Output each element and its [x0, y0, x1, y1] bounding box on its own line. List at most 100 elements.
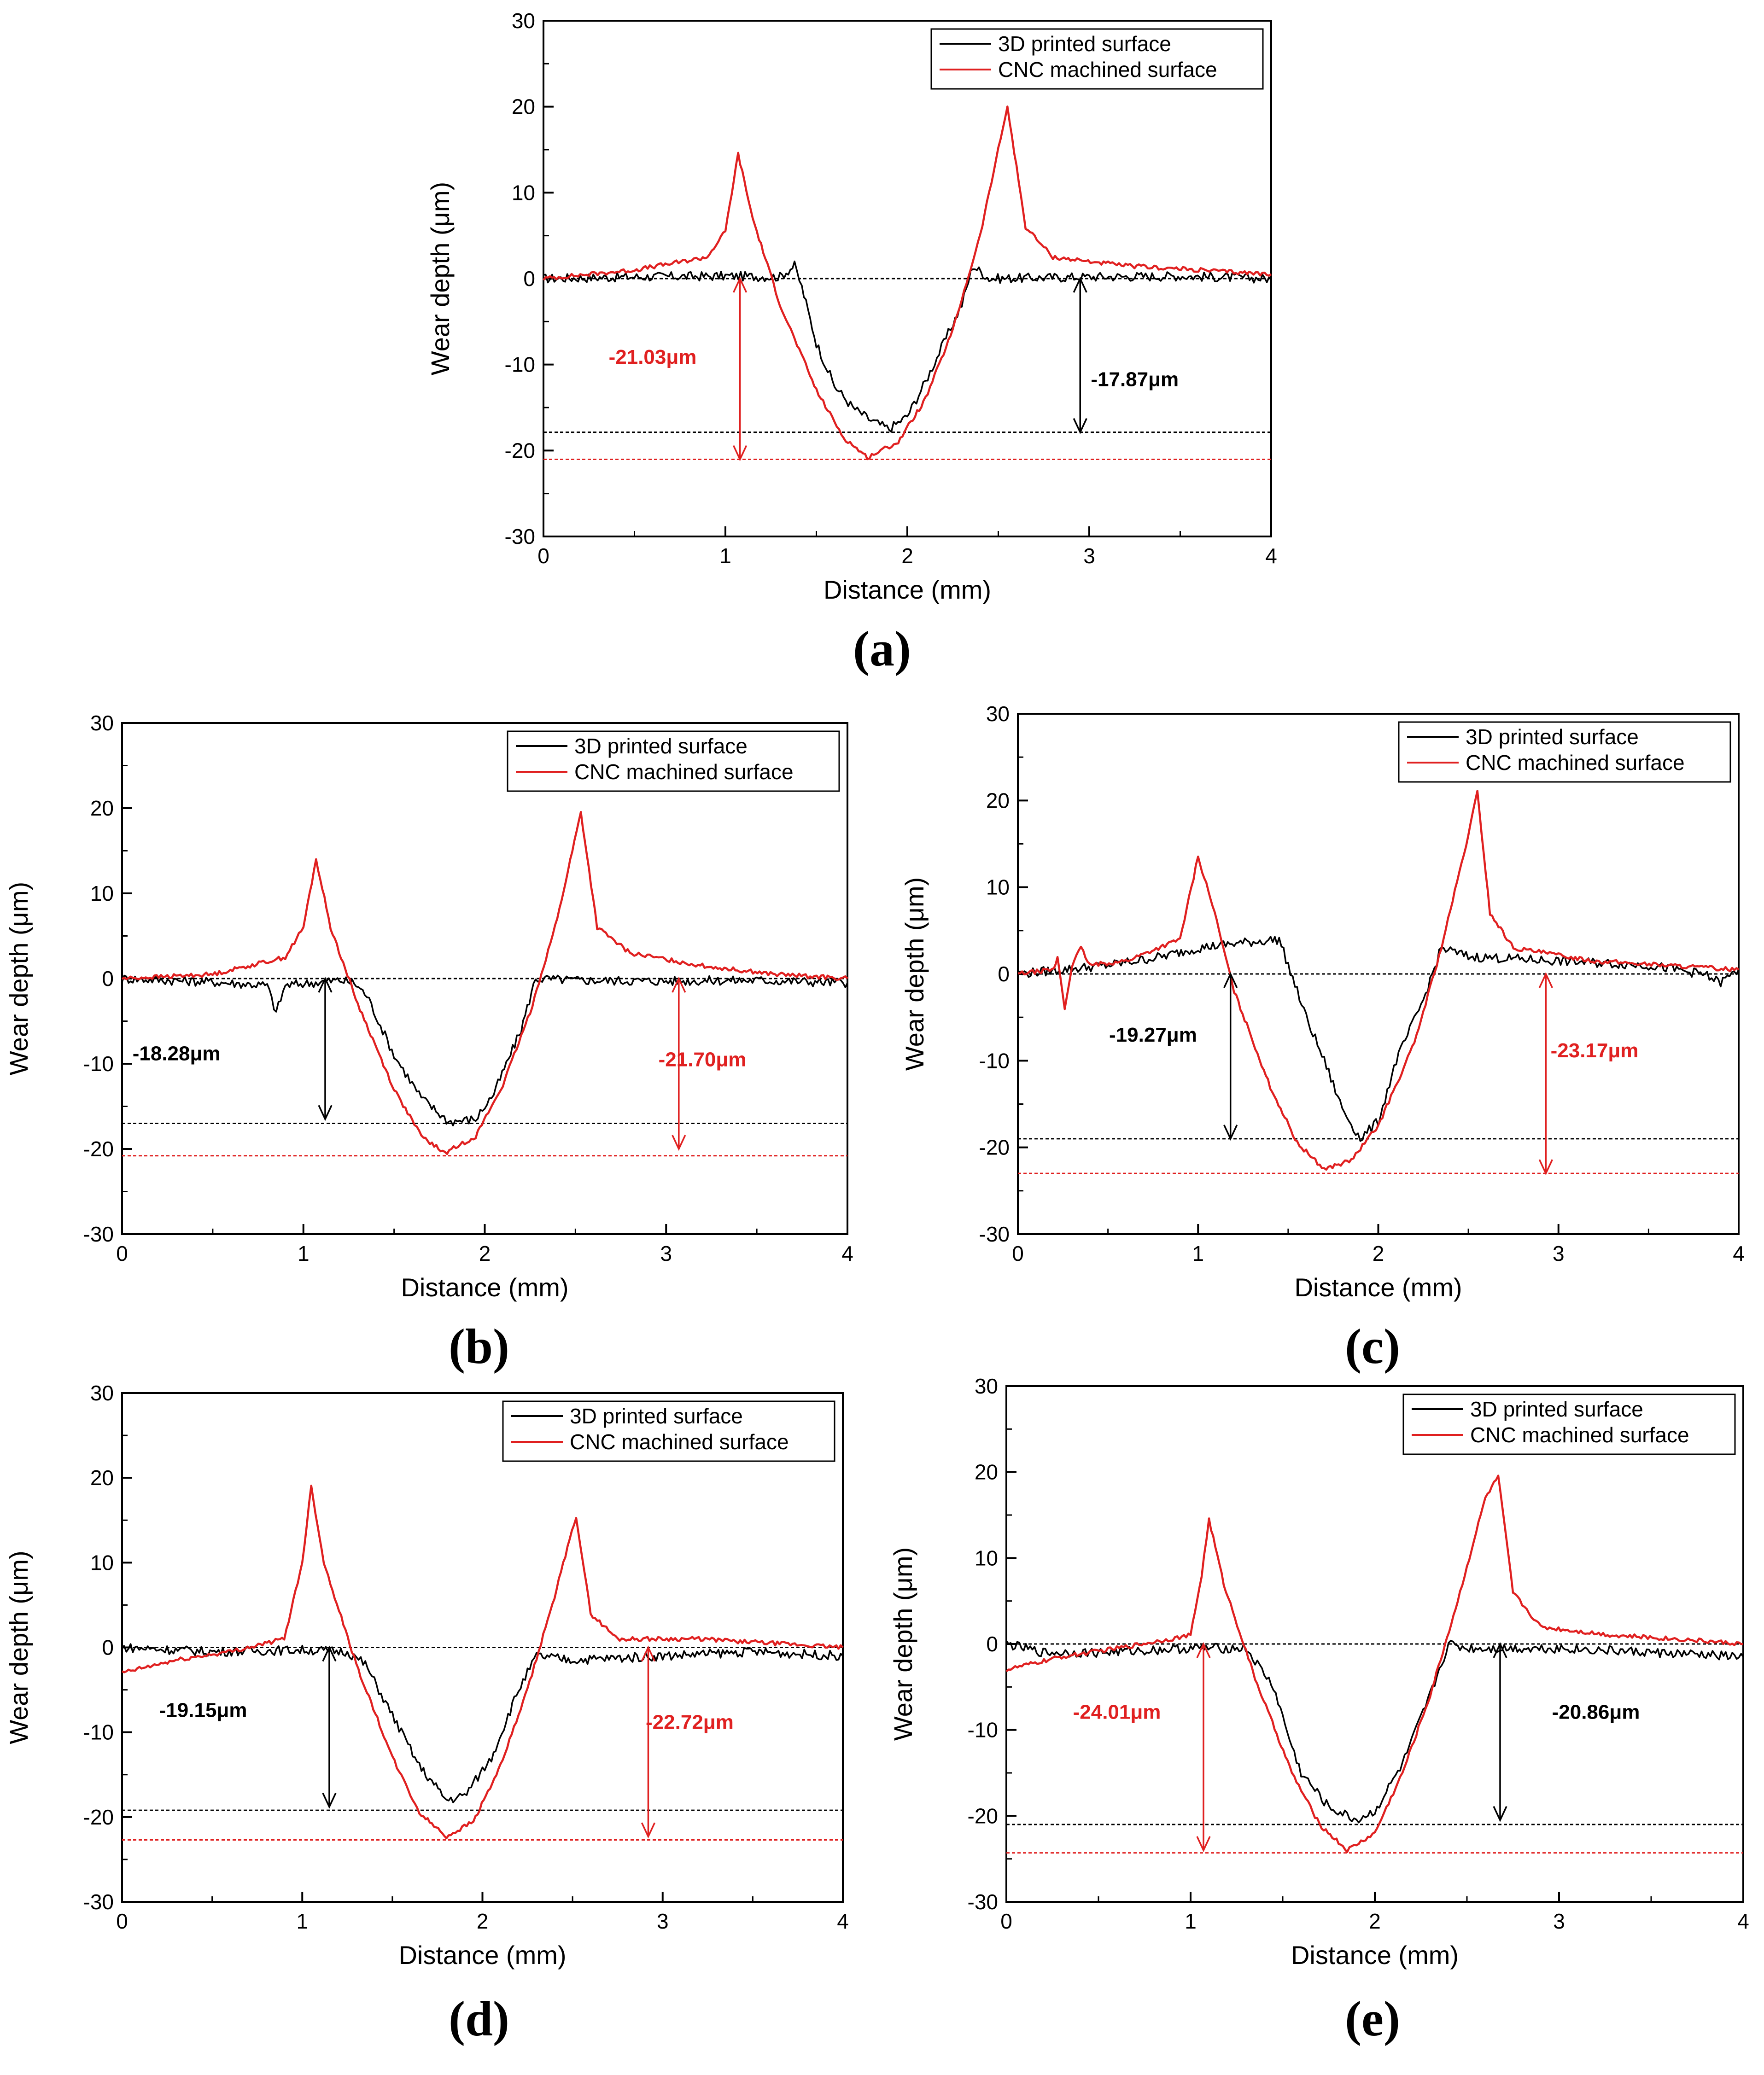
- depth-arrow-head-down: [672, 1135, 686, 1151]
- x-tick-label: 1: [296, 1909, 308, 1933]
- panel-label: (d): [449, 1992, 509, 2046]
- depth-arrow-head-up: [1493, 1642, 1507, 1658]
- depth-arrow-head-down: [1493, 1806, 1507, 1822]
- x-tick-label: 4: [1737, 1909, 1749, 1933]
- legend-entry: CNC machined surface: [570, 1430, 789, 1454]
- x-tick-label: 1: [719, 544, 731, 568]
- y-tick-label: -20: [83, 1137, 114, 1161]
- depth-annotation: -21.70μm: [659, 1049, 747, 1071]
- x-tick-label: 1: [298, 1242, 310, 1265]
- x-tick-label: 2: [1369, 1909, 1381, 1933]
- chart-panel-b: 0 1 2 3 4 30 20 10 0 -10 -20 -30 Distance (mm) Wear d…: [4, 711, 853, 1374]
- legend-entry: CNC machined surface: [1470, 1423, 1689, 1447]
- y-axis-title: Wear depth (μm): [900, 877, 929, 1071]
- depth-arrow-head-up: [672, 976, 686, 993]
- y-axis-title: Wear depth (μm): [426, 182, 455, 375]
- x-tick-label: 2: [901, 544, 913, 568]
- legend-entry: CNC machined surface: [574, 760, 794, 784]
- x-tick-label: 1: [1185, 1909, 1197, 1933]
- legend-box: [1398, 721, 1731, 783]
- x-tick-label: 0: [537, 544, 549, 568]
- chart-panel-e: 0 1 2 3 4 30 20 10 0 -10 -20 -30 Distance (mm) Wear d…: [888, 1374, 1749, 2046]
- x-tick-label: 0: [116, 1909, 128, 1933]
- x-tick-label: 4: [841, 1242, 853, 1265]
- legend-entry: 3D printed surface: [1470, 1397, 1643, 1421]
- series-3d-printed-line: [1005, 1639, 1744, 1824]
- series-cnc-machined-line: [1017, 790, 1740, 1171]
- series-cnc-machined-line: [1005, 1475, 1744, 1854]
- x-tick-label: 4: [1265, 544, 1277, 568]
- y-tick-label: 0: [102, 967, 114, 991]
- legend-entry: 3D printed surface: [998, 32, 1171, 56]
- depth-annotation: -18.28μm: [133, 1043, 221, 1065]
- x-tick-label: 2: [479, 1242, 491, 1265]
- y-tick-label: 0: [998, 962, 1010, 986]
- x-tick-label: 0: [1012, 1242, 1024, 1265]
- y-tick-label: -30: [505, 525, 535, 548]
- panel-label: (b): [449, 1319, 509, 1374]
- y-axis-title: Wear depth (μm): [888, 1547, 917, 1741]
- y-tick-label: -10: [968, 1718, 998, 1742]
- panel-label: (c): [1345, 1319, 1400, 1374]
- x-axis-title: Distance (mm): [1294, 1273, 1462, 1302]
- x-tick-label: 1: [1192, 1242, 1204, 1265]
- legend-entry: 3D printed surface: [574, 734, 748, 758]
- series-3d-printed-line: [121, 974, 848, 1126]
- depth-annotation: -19.15μm: [159, 1699, 247, 1722]
- legend-box: [930, 28, 1264, 90]
- x-tick-label: 4: [1733, 1242, 1745, 1265]
- depth-arrow-head-down: [318, 1105, 333, 1121]
- y-tick-label: -20: [979, 1136, 1010, 1160]
- depth-arrow-head-down: [1223, 1125, 1238, 1141]
- x-tick-label: 2: [477, 1909, 489, 1933]
- series-cnc-machined-line: [121, 811, 848, 1155]
- y-tick-label: 20: [975, 1460, 998, 1484]
- y-tick-label: 10: [512, 181, 535, 204]
- y-tick-label: 10: [975, 1546, 998, 1570]
- x-tick-label: 3: [657, 1909, 669, 1933]
- x-tick-label: 3: [660, 1242, 672, 1265]
- chart-panel-a: 0 1 2 3 4 30 20 10 0 -10 -20 -30 Distance (mm) Wear d…: [426, 9, 1277, 676]
- x-axis-title: Distance (mm): [1291, 1941, 1459, 1970]
- chart-panel-c: 0 1 2 3 4 30 20 10 0 -10 -20 -30 Distance (mm) Wear d…: [900, 702, 1745, 1374]
- y-tick-label: 30: [90, 711, 114, 735]
- panel-label: (e): [1345, 1992, 1400, 2046]
- series-3d-printed-line: [122, 1643, 844, 1803]
- y-tick-label: 30: [90, 1381, 114, 1405]
- legend-box: [1402, 1393, 1736, 1455]
- depth-annotation: -22.72μm: [646, 1711, 734, 1733]
- y-tick-label: -10: [83, 1052, 114, 1076]
- y-tick-label: 20: [90, 796, 114, 820]
- y-tick-label: -30: [968, 1890, 998, 1914]
- series-3d-printed-line: [1017, 936, 1740, 1142]
- depth-annotation: -24.01μm: [1073, 1701, 1161, 1723]
- depth-arrow-head-down: [641, 1822, 656, 1839]
- x-axis-title: Distance (mm): [398, 1941, 566, 1970]
- x-tick-label: 3: [1553, 1909, 1565, 1933]
- depth-arrow-head-down: [1196, 1836, 1211, 1853]
- x-tick-label: 4: [837, 1909, 849, 1933]
- legend-entry: 3D printed surface: [570, 1404, 743, 1428]
- y-tick-label: 10: [90, 881, 114, 905]
- depth-annotation: -19.27μm: [1109, 1024, 1197, 1046]
- x-axis-title: Distance (mm): [824, 575, 991, 604]
- depth-arrow-head-down: [733, 445, 748, 461]
- series-cnc-machined-line: [543, 105, 1272, 460]
- y-tick-label: 20: [986, 788, 1010, 812]
- legend-box: [507, 730, 840, 792]
- panel-label: (a): [853, 622, 911, 676]
- depth-arrow-head-up: [1538, 972, 1553, 988]
- legend-box: [502, 1400, 835, 1462]
- y-axis-title: Wear depth (μm): [4, 882, 33, 1075]
- y-tick-label: 0: [102, 1636, 114, 1660]
- legend-entry: CNC machined surface: [998, 58, 1217, 82]
- depth-arrow-head-down: [322, 1792, 337, 1809]
- depth-arrow-head-up: [318, 976, 333, 993]
- y-tick-label: 0: [986, 1632, 998, 1656]
- depth-annotation: -21.03μm: [609, 346, 697, 368]
- depth-arrow-head-up: [733, 276, 748, 293]
- series-cnc-machined-line: [122, 1485, 844, 1840]
- y-tick-label: 30: [986, 702, 1010, 726]
- depth-arrow-head-down: [1073, 418, 1087, 434]
- y-tick-label: -10: [83, 1720, 114, 1744]
